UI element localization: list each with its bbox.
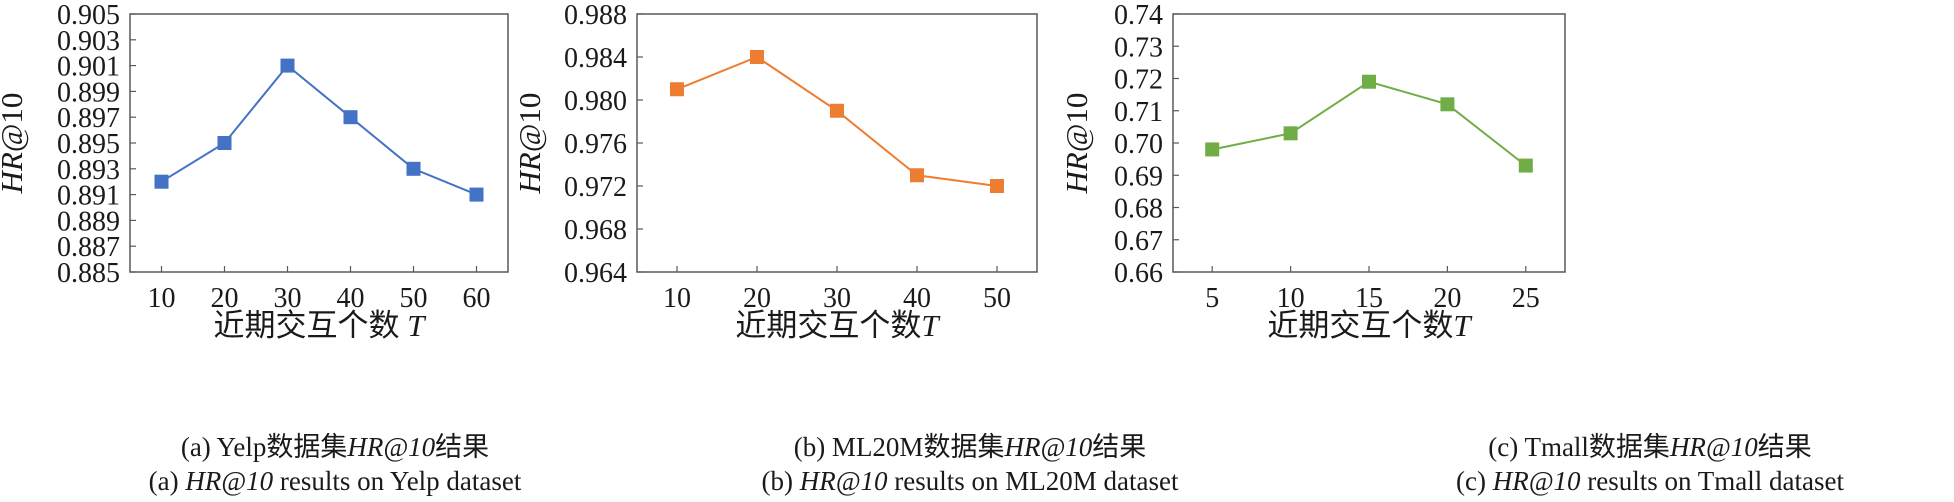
y-tick-label: 0.968 bbox=[564, 215, 627, 246]
y-tick-label: 0.70 bbox=[1114, 129, 1163, 160]
x-tick-label: 30 bbox=[823, 283, 851, 314]
chart-panel-tmall: 0.660.670.680.690.700.710.720.730.74 5 10 1… bbox=[1059, 0, 1566, 343]
caption-cn: (b) ML20M数据集HR@10结果 bbox=[793, 432, 1147, 462]
data-point bbox=[1440, 97, 1455, 112]
x-tick-label: 5 bbox=[1205, 283, 1219, 314]
caption-ml20m: (b) ML20M数据集HR@10结果 (b) HR@10 results on… bbox=[690, 430, 1250, 498]
y-tick-label: 0.893 bbox=[57, 155, 120, 186]
y-tick-label: 0.71 bbox=[1114, 97, 1163, 128]
caption-en: (c) HR@10 results on Tmall dataset bbox=[1455, 466, 1844, 496]
caption-tmall: (c) Tmall数据集HR@10结果 (c) HR@10 results on… bbox=[1350, 430, 1950, 498]
y-tick-label: 0.984 bbox=[564, 43, 627, 74]
y-tick-label: 0.897 bbox=[57, 103, 120, 134]
y-tick-label: 0.976 bbox=[564, 129, 627, 160]
caption-cn: (c) Tmall数据集HR@10结果 bbox=[1488, 432, 1812, 462]
y-tick-label: 0.73 bbox=[1114, 32, 1163, 63]
y-tick-label: 0.891 bbox=[57, 181, 120, 212]
x-tick-label: 25 bbox=[1512, 283, 1540, 314]
x-tick-label: 20 bbox=[743, 283, 771, 314]
data-point bbox=[406, 161, 421, 176]
data-point bbox=[343, 110, 358, 125]
y-tick-label: 0.964 bbox=[564, 258, 627, 289]
chart-panel-ml20m: 0.964 0.968 0.972 0.976 0.980 0.984 0.988 10 20 3… bbox=[512, 0, 1038, 343]
y-tick-label: 0.74 bbox=[1114, 0, 1163, 31]
x-tick-label: 20 bbox=[1433, 283, 1461, 314]
series-line bbox=[160, 64, 477, 196]
y-tick-label: 0.972 bbox=[564, 172, 627, 203]
data-point bbox=[990, 179, 1004, 193]
x-axis-label: 近期交互个数T bbox=[1267, 308, 1473, 343]
x-tick-label: 20 bbox=[211, 283, 239, 314]
data-point bbox=[750, 50, 764, 64]
y-axis-label: HR@10 bbox=[512, 93, 547, 195]
data-point bbox=[280, 58, 295, 73]
x-tick-label: 10 bbox=[148, 283, 176, 314]
y-tick-label: 0.887 bbox=[57, 232, 120, 263]
x-tick-label: 40 bbox=[337, 283, 365, 314]
data-point bbox=[910, 168, 924, 183]
x-tick-label: 10 bbox=[663, 283, 691, 314]
y-tick-label: 0.901 bbox=[57, 52, 120, 83]
data-point bbox=[154, 174, 169, 189]
data-point bbox=[1205, 142, 1220, 157]
y-tick-label: 0.889 bbox=[57, 206, 120, 237]
y-tick-label: 0.69 bbox=[1114, 161, 1163, 192]
x-tick-label: 60 bbox=[463, 283, 491, 314]
y-tick-label: 0.66 bbox=[1114, 258, 1163, 289]
y-axis-label: HR@10 bbox=[1059, 93, 1094, 195]
caption-cn: (a) Yelp数据集HR@10结果 bbox=[180, 432, 490, 462]
caption-yelp: (a) Yelp数据集HR@10结果 (a) HR@10 results on … bbox=[55, 430, 615, 498]
x-tick-label: 10 bbox=[1277, 283, 1305, 314]
data-point bbox=[1283, 126, 1298, 141]
y-tick-label: 0.980 bbox=[564, 86, 627, 117]
y-tick-label: 0.905 bbox=[57, 0, 120, 31]
x-axis-label: 近期交互个数T bbox=[735, 308, 941, 343]
y-tick-label: 0.903 bbox=[57, 26, 120, 57]
data-point bbox=[670, 82, 684, 97]
y-tick-label: 0.899 bbox=[57, 77, 120, 108]
y-tick-label: 0.67 bbox=[1114, 226, 1163, 257]
plot-frame bbox=[129, 13, 509, 273]
data-point bbox=[1518, 158, 1533, 173]
x-tick-label: 50 bbox=[400, 283, 428, 314]
x-tick-label: 30 bbox=[274, 283, 302, 314]
y-tick-label: 0.988 bbox=[564, 0, 627, 31]
plot-frame bbox=[636, 13, 1038, 273]
y-tick-label: 0.885 bbox=[57, 258, 120, 289]
caption-en: (b) HR@10 results on ML20M dataset bbox=[761, 466, 1179, 496]
series-line bbox=[1211, 80, 1527, 167]
y-axis-label: HR@10 bbox=[0, 93, 29, 195]
x-tick-label: 40 bbox=[903, 283, 931, 314]
data-point bbox=[830, 103, 844, 118]
chart-panel-yelp: 0.8850.8870.8890.8910.8930.8950.8970.899… bbox=[0, 0, 509, 343]
y-tick-label: 0.72 bbox=[1114, 65, 1163, 96]
plot-frame bbox=[1172, 13, 1566, 273]
caption-en: (a) HR@10 results on Yelp dataset bbox=[148, 466, 522, 496]
series-line bbox=[676, 55, 998, 187]
data-point bbox=[217, 136, 232, 150]
x-tick-label: 15 bbox=[1355, 283, 1383, 314]
x-tick-label: 50 bbox=[983, 283, 1011, 314]
data-point bbox=[469, 187, 484, 202]
y-tick-label: 0.68 bbox=[1114, 194, 1163, 225]
y-tick-label: 0.895 bbox=[57, 129, 120, 160]
x-axis-label: 近期交互个数 T bbox=[214, 308, 428, 343]
data-point bbox=[1362, 74, 1376, 89]
